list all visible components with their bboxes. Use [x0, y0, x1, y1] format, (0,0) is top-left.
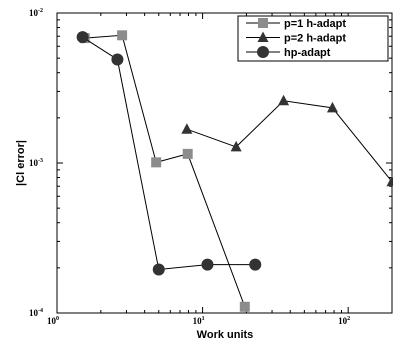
data-point-circle: [249, 258, 262, 271]
y-tick-label: 10-2: [29, 8, 43, 18]
data-point-circle: [152, 263, 165, 276]
x-tick-label: 100: [47, 316, 59, 326]
data-point-square: [239, 301, 250, 312]
legend-marker-square: [258, 18, 268, 28]
data-point-triangle: [230, 140, 242, 152]
x-axis-label: Work units: [197, 329, 254, 341]
legend: p=1 h-adapt p=2 h-adapt hp-adapt: [237, 15, 389, 62]
y-axis-label: |Cl error|: [15, 140, 27, 186]
data-point-triangle: [386, 175, 393, 187]
data-point-triangle: [326, 101, 338, 113]
series-line: [186, 100, 393, 183]
series-square: [79, 30, 250, 312]
series-circle: [76, 31, 262, 276]
series-triangle: [181, 94, 393, 187]
x-tick-label: 102: [338, 316, 350, 326]
data-point-square: [151, 157, 162, 168]
data-point-square: [117, 30, 128, 41]
series-line: [84, 34, 246, 307]
data-point-square: [182, 148, 193, 159]
legend-label: hp-adapt: [284, 47, 331, 59]
x-tick-label: 101: [193, 316, 205, 326]
series-line: [82, 36, 256, 271]
legend-label: p=2 h-adapt: [284, 33, 346, 45]
legend-marker-circle: [257, 46, 269, 58]
data-point-circle: [201, 258, 214, 271]
y-tick-label: 10-4: [29, 308, 43, 318]
data-point-triangle: [278, 94, 290, 106]
data-point-triangle: [181, 123, 193, 134]
y-tick-label: 10-3: [29, 158, 43, 168]
data-point-circle: [76, 31, 89, 44]
data-point-circle: [111, 53, 124, 66]
legend-label: p=1 h-adapt: [284, 18, 346, 30]
legend-marker-triangle: [257, 31, 269, 42]
